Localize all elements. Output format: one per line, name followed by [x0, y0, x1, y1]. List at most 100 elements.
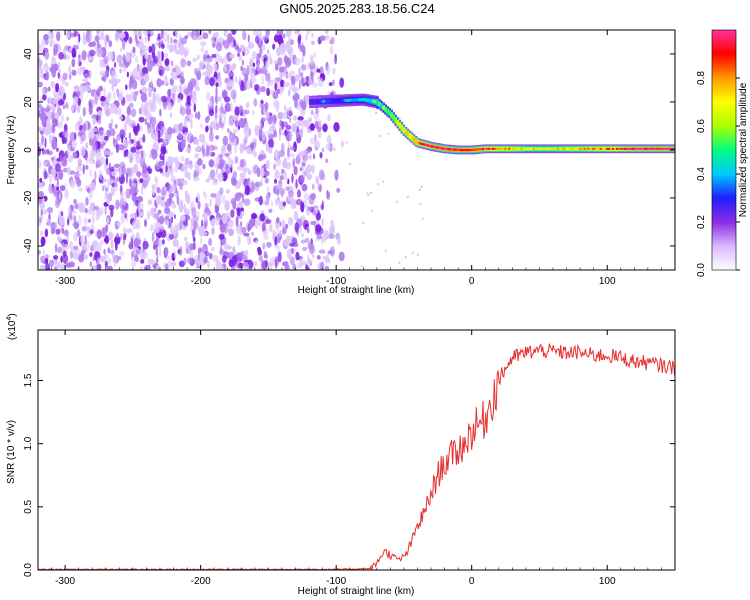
noise-blob	[48, 67, 53, 72]
noise-blob	[116, 176, 119, 183]
noise-blob	[114, 163, 121, 168]
noise-blob	[304, 237, 310, 243]
noise-blob	[39, 177, 43, 183]
y-tick-label: 0.5	[23, 499, 34, 513]
noise-blob	[136, 171, 142, 178]
ridge-cell	[313, 100, 316, 104]
ridge-cell	[437, 146, 440, 149]
noise-blob	[178, 84, 183, 95]
noise-blob	[295, 87, 300, 92]
noise-blob	[58, 192, 62, 201]
noise-blob	[217, 96, 222, 102]
noise-blob	[49, 175, 53, 184]
noise-blob	[88, 157, 94, 165]
noise-blob	[284, 57, 291, 68]
noise-blob	[170, 37, 173, 45]
noise-blob	[119, 167, 122, 178]
noise-blob	[274, 236, 278, 247]
ridge-cell	[414, 139, 418, 144]
ridge-cell	[333, 99, 337, 103]
noise-blob	[38, 146, 42, 157]
noise-blob	[39, 201, 45, 210]
noise-blob	[92, 241, 97, 253]
noise-blob	[167, 155, 174, 167]
noise-blob	[285, 186, 290, 191]
noise-blob	[274, 171, 281, 180]
noise-blob	[174, 214, 176, 220]
noise-blob	[171, 72, 174, 81]
noise-blob	[219, 159, 225, 167]
noise-blob	[315, 207, 318, 214]
noise-blob	[62, 136, 68, 144]
noise-blob	[126, 114, 130, 125]
snr-panel: -300 -200 -100 0 100 0.0 0.5 1.0 1.5 Height of …	[6, 313, 676, 597]
noise-blob	[132, 46, 136, 53]
noise-blob	[90, 265, 96, 270]
ridge-cell	[361, 98, 365, 102]
noise-blob	[175, 49, 181, 55]
noise-blob	[151, 185, 156, 197]
noise-blob	[211, 227, 215, 235]
noise-blob	[296, 262, 303, 269]
noise-blob	[228, 228, 235, 237]
noise-blob	[71, 58, 76, 68]
noise-blob	[234, 44, 239, 51]
noise-blob	[83, 32, 85, 41]
noise-blob	[317, 183, 323, 192]
noise-blob	[140, 211, 144, 217]
noise-blob	[208, 238, 213, 246]
noise-blob	[128, 80, 133, 88]
noise-blob	[209, 169, 216, 180]
noise-blob	[324, 257, 331, 264]
noise-blob	[215, 197, 222, 206]
noise-blob	[111, 170, 117, 177]
ridge-cell	[666, 147, 670, 150]
noise-blob	[164, 52, 168, 58]
noise-blob	[209, 76, 215, 87]
spectrogram-x-label: Height of straight line (km)	[298, 285, 415, 296]
noise-blob	[235, 195, 238, 201]
noise-blob	[147, 87, 153, 93]
noise-blob	[202, 32, 209, 40]
noise-blob	[54, 221, 58, 231]
noise-blob	[42, 248, 46, 256]
noise-blob	[215, 261, 223, 270]
noise-blob	[105, 69, 110, 76]
noise-blob	[149, 224, 155, 232]
noise-blob	[39, 256, 45, 262]
x-tick-label: -100	[326, 576, 346, 587]
noise-blob	[230, 89, 237, 100]
y-tick-label: 1.0	[23, 436, 34, 450]
noise-blob	[308, 75, 312, 87]
noise-blob	[184, 241, 190, 246]
noise-blob	[209, 198, 212, 207]
noise-blob	[173, 224, 178, 235]
noise-blob	[78, 155, 81, 165]
ridge-cell	[614, 147, 617, 150]
ridge-cell	[449, 148, 452, 151]
ridge-cell	[431, 145, 434, 148]
noise-blob	[219, 223, 226, 233]
noise-blob	[204, 192, 207, 200]
noise-blob	[327, 191, 331, 198]
noise-blob	[239, 254, 247, 261]
noise-blob	[382, 180, 385, 183]
noise-blob	[38, 81, 43, 88]
ridge-cell	[345, 98, 349, 102]
noise-blob	[301, 100, 307, 111]
noise-blob	[103, 149, 110, 156]
noise-blob	[89, 169, 92, 178]
noise-blob	[135, 248, 139, 259]
noise-blob	[106, 93, 112, 102]
ridge-cell	[632, 147, 635, 150]
ridge-cell	[337, 99, 341, 103]
colorbar-ticks: 0.0 0.2 0.4 0.6 0.8	[696, 71, 740, 277]
x-tick-label: -300	[55, 276, 75, 287]
ridge-cell	[544, 147, 548, 150]
noise-blob	[169, 112, 173, 118]
x-tick-label: -300	[55, 576, 75, 587]
noise-blob	[44, 107, 51, 113]
noise-blob	[82, 107, 87, 117]
noise-blob	[160, 146, 167, 155]
noise-blob	[242, 30, 247, 41]
